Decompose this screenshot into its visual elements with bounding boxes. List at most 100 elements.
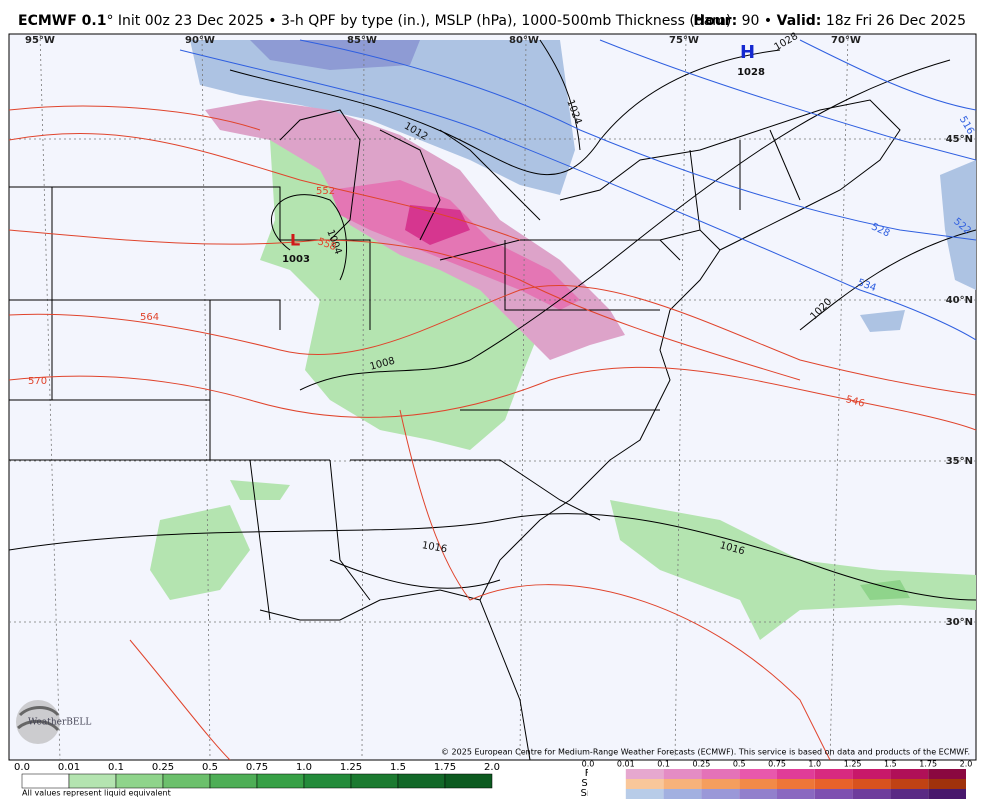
type-swatch (625, 769, 664, 779)
rain-swatch (397, 773, 446, 789)
legend-note: All values represent liquid equivalent (22, 789, 171, 798)
type-swatch (663, 789, 702, 799)
type-tick-label: 0.0 (582, 760, 595, 769)
valid-label: Valid: (777, 13, 822, 29)
high-symbol: H (740, 42, 755, 63)
thickness-lines-cold (179, 39, 976, 341)
logo: WeatherBELL (16, 700, 91, 744)
type-swatch (890, 779, 929, 789)
frzr-moderate (330, 180, 580, 310)
longitude-label: 75°W (669, 35, 699, 46)
type-swatch (777, 779, 815, 789)
rain-area (230, 480, 290, 500)
type-swatch (928, 779, 966, 789)
type-swatch (928, 769, 966, 779)
thickness-label: 564 (140, 312, 159, 323)
valid: 18z Fri 26 Dec 2025 (826, 13, 966, 29)
rain-tick-label: 0.1 (108, 762, 124, 773)
type-swatch (852, 779, 891, 789)
rain-tick-label: 1.25 (340, 762, 362, 773)
type-swatch (814, 769, 853, 779)
type-swatch (701, 769, 740, 779)
rain-tick-label: 0.01 (58, 762, 80, 773)
title: ECMWF 0.1° Init 00z 23 Dec 2025 • 3-h QP… (18, 13, 731, 29)
type-swatch (777, 789, 815, 799)
type-tick-label: 1.0 (808, 760, 821, 769)
type-swatch (588, 769, 626, 779)
longitude-label: 95°W (25, 35, 55, 46)
logo-text: WeatherBELL (28, 718, 91, 728)
rain-area (610, 500, 976, 640)
type-swatch (890, 789, 929, 799)
type-tick-label: 1.75 (919, 760, 937, 769)
rain-swatch (68, 773, 117, 789)
type-swatch (814, 789, 853, 799)
separator: • (764, 13, 772, 29)
thickness-label: 570 (28, 376, 47, 387)
rain-tick-label: 2.0 (484, 762, 500, 773)
longitude-label: 90°W (185, 35, 215, 46)
type-tick-label: 0.5 (733, 760, 746, 769)
latitude-label: 35°N (946, 456, 973, 467)
copyright: © 2025 European Centre for Medium-Range … (441, 748, 970, 757)
longitude-label: 70°W (831, 35, 861, 46)
rain-area (260, 130, 540, 450)
hour: 90 (742, 13, 760, 29)
latitude-label: 30°N (946, 617, 973, 628)
type-tick-label: 1.25 (844, 760, 862, 769)
type-swatch (739, 769, 777, 779)
rain-swatch (21, 773, 70, 789)
type-swatch (777, 769, 815, 779)
type-tick-label: 2.0 (960, 760, 973, 769)
type-swatch (663, 769, 702, 779)
type-swatch (588, 779, 626, 789)
model: ECMWF 0.1 (18, 13, 106, 29)
rain-swatch (115, 773, 164, 789)
type-swatch (852, 769, 891, 779)
type-swatch (701, 779, 740, 789)
type-swatch (890, 769, 929, 779)
isobar-label: 1016 (421, 540, 448, 555)
longitude-label: 85°W (347, 35, 377, 46)
type-swatch (928, 789, 966, 799)
thickness-lines (9, 105, 976, 760)
rain-swatch (444, 773, 493, 789)
rain-tick-label: 1.5 (390, 762, 406, 773)
thickness-label: 546 (844, 394, 865, 410)
snow-heavy (250, 40, 420, 70)
rain-swatch (256, 773, 305, 789)
snow-area (860, 310, 905, 332)
type-tick-label: 0.75 (768, 760, 786, 769)
rain-tick-label: 0.5 (202, 762, 218, 773)
type-swatch (814, 779, 853, 789)
type-swatch (625, 789, 664, 799)
type-tick-label: 0.25 (692, 760, 710, 769)
rain-tick-label: 0.75 (246, 762, 268, 773)
legend: All values represent liquid equivalent F… (14, 760, 973, 799)
thickness-label: 552 (316, 186, 335, 197)
rain-moderate (860, 580, 910, 600)
longitude-labels: 95°W 90°W 85°W 80°W 75°W 70°W (25, 35, 861, 46)
frzr-heavy (405, 205, 470, 245)
high-pressure: 1028 (737, 67, 765, 78)
rain-swatch (350, 773, 399, 789)
latitude-label: 40°N (946, 295, 973, 306)
latitude-label: 45°N (946, 134, 973, 145)
rain-swatch (303, 773, 352, 789)
type-swatch (739, 779, 777, 789)
map: H 1028 L 1003 1028 1024 1012 1004 1008 1… (8, 31, 977, 761)
rain-tick-label: 0.25 (152, 762, 174, 773)
type-tick-label: 1.5 (884, 760, 897, 769)
valid-info: Hour: 90 • Valid: 18z Fri 26 Dec 2025 (693, 13, 966, 29)
rain-area (150, 505, 250, 600)
rain-tick-label: 1.0 (296, 762, 312, 773)
latitude-labels: 45°N 40°N 35°N 30°N (946, 134, 973, 628)
description: ° Init 00z 23 Dec 2025 • 3-h QPF by type… (106, 13, 731, 29)
snow-area (190, 40, 575, 195)
rain-swatch (162, 773, 211, 789)
type-swatch (739, 789, 777, 799)
hour-label: Hour: (693, 13, 737, 29)
type-swatch (852, 789, 891, 799)
type-swatch (701, 789, 740, 799)
